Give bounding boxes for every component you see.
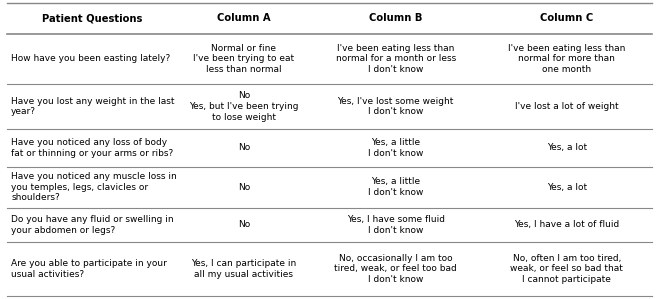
Text: I've been eating less than
normal for more than
one month: I've been eating less than normal for mo… <box>508 44 625 74</box>
Text: Yes, a lot: Yes, a lot <box>547 183 587 192</box>
Text: Do you have any fluid or swelling in
your abdomen or legs?: Do you have any fluid or swelling in you… <box>11 215 174 235</box>
Text: Have you lost any weight in the last
year?: Have you lost any weight in the last yea… <box>11 97 175 117</box>
Text: Yes, I have some fluid
I don't know: Yes, I have some fluid I don't know <box>347 215 445 235</box>
Text: Have you noticed any loss of body
fat or thinning or your arms or ribs?: Have you noticed any loss of body fat or… <box>11 138 173 158</box>
Text: No: No <box>238 143 250 152</box>
Text: No, occasionally I am too
tired, weak, or feel too bad
I don't know: No, occasionally I am too tired, weak, o… <box>334 254 457 284</box>
Text: I've lost a lot of weight: I've lost a lot of weight <box>515 102 619 111</box>
Text: Have you noticed any muscle loss in
you temples, legs, clavicles or
shoulders?: Have you noticed any muscle loss in you … <box>11 172 177 202</box>
Text: Column A: Column A <box>217 13 271 23</box>
Text: No
Yes, but I've been trying
to lose weight: No Yes, but I've been trying to lose wei… <box>189 91 299 122</box>
Text: Column B: Column B <box>369 13 422 23</box>
Text: Yes, a lot: Yes, a lot <box>547 143 587 152</box>
Text: Yes, I have a lot of fluid: Yes, I have a lot of fluid <box>514 220 619 229</box>
Text: Normal or fine
I've been trying to eat
less than normal: Normal or fine I've been trying to eat l… <box>193 44 295 74</box>
Text: Are you able to participate in your
usual activities?: Are you able to participate in your usua… <box>11 259 167 279</box>
Text: Yes, a little
I don't know: Yes, a little I don't know <box>368 138 423 158</box>
Text: No, often I am too tired,
weak, or feel so bad that
I cannot participate: No, often I am too tired, weak, or feel … <box>511 254 623 284</box>
Text: I've been eating less than
normal for a month or less
I don't know: I've been eating less than normal for a … <box>335 44 456 74</box>
Text: Yes, I've lost some weight
I don't know: Yes, I've lost some weight I don't know <box>337 97 454 117</box>
Text: Patient Questions: Patient Questions <box>42 13 142 23</box>
Text: No: No <box>238 220 250 229</box>
Text: No: No <box>238 183 250 192</box>
Text: Column C: Column C <box>540 13 594 23</box>
Text: Yes, I can participate in
all my usual activities: Yes, I can participate in all my usual a… <box>191 259 297 279</box>
Text: How have you been easting lately?: How have you been easting lately? <box>11 54 171 63</box>
Text: Yes, a little
I don't know: Yes, a little I don't know <box>368 177 423 197</box>
